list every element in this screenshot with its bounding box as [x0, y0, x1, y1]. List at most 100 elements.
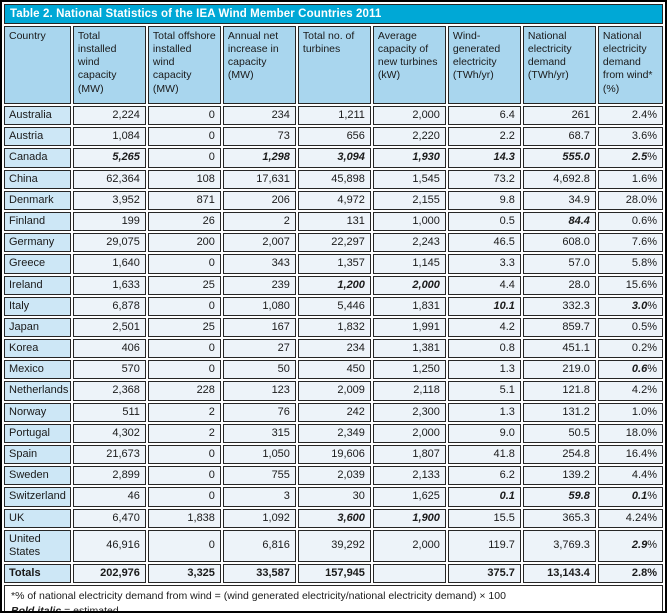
- value-cell: 343: [222, 254, 296, 274]
- value-cell: 18.0%: [597, 423, 663, 443]
- value-cell: 3,600: [297, 508, 371, 528]
- value-cell: 2,000: [372, 275, 446, 295]
- table-row: Spain 21,673 0 1,050 19,606 1,807 41.8 254.8 16.…: [4, 445, 663, 465]
- value-cell: 2,501: [72, 317, 146, 338]
- value-cell: 199: [72, 211, 146, 232]
- value-cell: 0.5: [447, 211, 521, 232]
- value-cell: 25: [147, 275, 221, 295]
- totals-value-cell: 157,945: [297, 564, 371, 584]
- value-cell: 656: [297, 127, 371, 147]
- value-cell: 2.9%: [597, 529, 663, 563]
- table-row: UK 6,470 1,838 1,092 3,600 1,900 15.5 365.3 4.24…: [4, 508, 663, 528]
- totals-label-cell: Totals: [4, 564, 71, 584]
- value-cell: 406: [72, 339, 146, 359]
- value-cell: 0.5%: [597, 317, 663, 338]
- value-cell: 50: [222, 360, 296, 380]
- value-cell: 131.2: [522, 402, 596, 422]
- value-cell: 4,972: [297, 190, 371, 210]
- value-cell: 3,952: [72, 190, 146, 210]
- value-cell: 25: [147, 317, 221, 338]
- country-cell: Ireland: [4, 275, 71, 295]
- value-cell: 9.0: [447, 423, 521, 443]
- value-cell: 46.5: [447, 233, 521, 253]
- value-cell: 1,832: [297, 317, 371, 338]
- value-cell: 1,831: [372, 296, 446, 316]
- country-cell: Austria: [4, 127, 71, 147]
- value-cell: 0: [147, 106, 221, 126]
- value-cell: 59.8: [522, 487, 596, 507]
- value-cell: 1,145: [372, 254, 446, 274]
- table-row: Sweden 2,899 0 755 2,039 2,133 6.2 139.2 4.4%: [4, 466, 663, 486]
- value-cell: 2.2: [447, 127, 521, 147]
- value-cell: 859.7: [522, 317, 596, 338]
- value-cell: 4.2%: [597, 381, 663, 401]
- value-cell: 123: [222, 381, 296, 401]
- value-cell: 239: [222, 275, 296, 295]
- table-row: Ireland 1,633 25 239 1,200 2,000 4.4 28.0 15.6%: [4, 275, 663, 295]
- value-cell: 1,000: [372, 211, 446, 232]
- table-row: Denmark 3,952 871 206 4,972 2,155 9.8 34.9 28.0%: [4, 190, 663, 210]
- value-cell: 1.3: [447, 360, 521, 380]
- value-cell: 15.5: [447, 508, 521, 528]
- table-title: Table 2. National Statistics of the IEA …: [4, 4, 663, 24]
- value-cell: 4,302: [72, 423, 146, 443]
- value-cell: 6,878: [72, 296, 146, 316]
- table-row: Mexico 570 0 50 450 1,250 1.3 219.0 0.6%: [4, 360, 663, 380]
- value-cell: 4,692.8: [522, 169, 596, 189]
- country-cell: Korea: [4, 339, 71, 359]
- value-cell: 0.6%: [597, 360, 663, 380]
- value-cell: 234: [297, 339, 371, 359]
- value-cell: 6.4: [447, 106, 521, 126]
- value-cell: 2,000: [372, 529, 446, 563]
- column-header-country: Country: [4, 26, 71, 104]
- value-cell: 1,298: [222, 148, 296, 168]
- column-header-8: National electricity demand from wind* (…: [597, 26, 663, 104]
- column-header-6: Wind-generated electricity (TWh/yr): [447, 26, 521, 104]
- value-cell: 0: [147, 148, 221, 168]
- table-row: Italy 6,878 0 1,080 5,446 1,831 10.1 332.3 3.0%: [4, 296, 663, 316]
- value-cell: 3,094: [297, 148, 371, 168]
- column-header-3: Annual net increase in capacity (MW): [222, 26, 296, 104]
- value-cell: 4.2: [447, 317, 521, 338]
- country-cell: China: [4, 169, 71, 189]
- value-cell: 755: [222, 466, 296, 486]
- value-cell: 0: [147, 445, 221, 465]
- value-cell: 1,381: [372, 339, 446, 359]
- value-cell: 131: [297, 211, 371, 232]
- value-cell: 0: [147, 127, 221, 147]
- value-cell: 2,300: [372, 402, 446, 422]
- value-cell: 0.6%: [597, 211, 663, 232]
- value-cell: 68.7: [522, 127, 596, 147]
- value-cell: 2,220: [372, 127, 446, 147]
- value-cell: 1,357: [297, 254, 371, 274]
- value-cell: 119.7: [447, 529, 521, 563]
- value-cell: 6,470: [72, 508, 146, 528]
- value-cell: 46: [72, 487, 146, 507]
- table-row: Austria 1,084 0 73 656 2,220 2.2 68.7 3.6%: [4, 127, 663, 147]
- totals-value-cell: 202,976: [72, 564, 146, 584]
- value-cell: 1.6%: [597, 169, 663, 189]
- country-cell: Germany: [4, 233, 71, 253]
- value-cell: 2: [147, 423, 221, 443]
- value-cell: 2,007: [222, 233, 296, 253]
- value-cell: 219.0: [522, 360, 596, 380]
- value-cell: 5,265: [72, 148, 146, 168]
- value-cell: 2,000: [372, 106, 446, 126]
- table-row: Portugal 4,302 2 315 2,349 2,000 9.0 50.5 18.0%: [4, 423, 663, 443]
- value-cell: 5.1: [447, 381, 521, 401]
- value-cell: 1,211: [297, 106, 371, 126]
- value-cell: 511: [72, 402, 146, 422]
- value-cell: 3.0%: [597, 296, 663, 316]
- value-cell: 2,899: [72, 466, 146, 486]
- value-cell: 4.4: [447, 275, 521, 295]
- footnote-estimated-suffix: = estimated: [61, 605, 119, 613]
- value-cell: 139.2: [522, 466, 596, 486]
- value-cell: 45,898: [297, 169, 371, 189]
- value-cell: 41.8: [447, 445, 521, 465]
- value-cell: 871: [147, 190, 221, 210]
- value-cell: 1,625: [372, 487, 446, 507]
- value-cell: 3: [222, 487, 296, 507]
- table-row: Switzerland 46 0 3 30 1,625 0.1 59.8 0.1%: [4, 487, 663, 507]
- value-cell: 1,900: [372, 508, 446, 528]
